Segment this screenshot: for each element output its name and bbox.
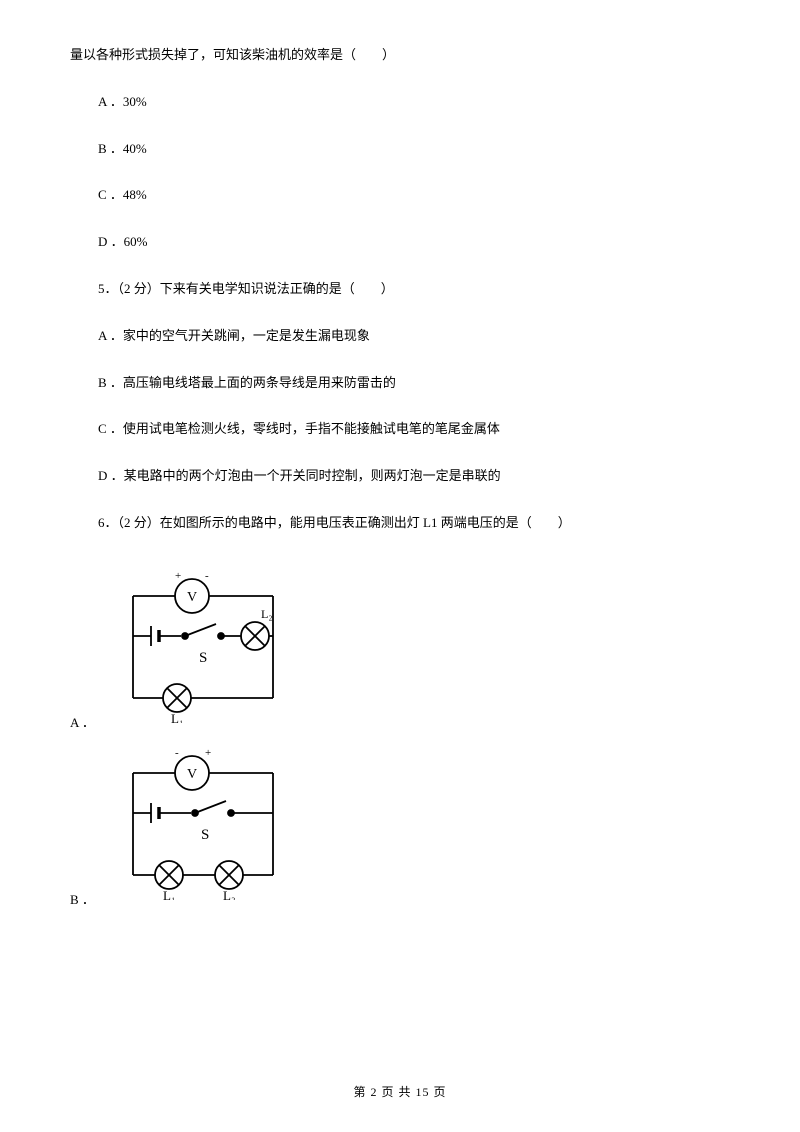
- q5-option-a: A ．家中的空气开关跳闸，一定是发生漏电现象: [70, 326, 730, 347]
- minus-sign-b: -: [175, 747, 179, 759]
- q5-option-c: C ．使用试电笔检测火线，零线时，手指不能接触试电笔的笔尾金属体: [70, 419, 730, 440]
- q4-option-c: C ．48%: [70, 185, 730, 206]
- page-footer: 第 2 页 共 15 页: [0, 1083, 800, 1100]
- switch-label-b: S: [201, 827, 209, 843]
- q6-option-a-label: A ．: [70, 712, 95, 731]
- q4-option-d: D ．60%: [70, 232, 730, 253]
- q6-option-b-label: B ．: [70, 889, 95, 908]
- q4-option-a: A ．30%: [70, 92, 730, 113]
- l2-label-b: L₂: [223, 888, 235, 900]
- q5-option-d: D ．某电路中的两个灯泡由一个开关同时控制，则两灯泡一定是串联的: [70, 466, 730, 487]
- voltmeter-label-b: V: [187, 767, 197, 782]
- plus-sign-b: +: [205, 747, 211, 759]
- q6-circuit-b: V - + S: [113, 745, 288, 900]
- q6-stem: 6．（2 分）在如图所示的电路中，能用电压表正确测出灯 L1 两端电压的是（ ）: [70, 513, 730, 534]
- q5-option-b: B ．高压输电线塔最上面的两条导线是用来防雷击的: [70, 373, 730, 394]
- switch-label-a: S: [199, 650, 207, 666]
- minus-sign-a: -: [205, 570, 209, 582]
- q4-stem-continuation: 量以各种形式损失掉了，可知该柴油机的效率是（ ）: [70, 45, 730, 66]
- l2-label-a: L₂: [261, 607, 273, 621]
- q6-circuit-a: V + -: [113, 568, 288, 723]
- voltmeter-label: V: [187, 590, 197, 605]
- q4-option-b: B ．40%: [70, 139, 730, 160]
- l1-label-b: L₁: [163, 888, 175, 900]
- plus-sign-a: +: [175, 570, 181, 582]
- l1-label-a: L₁: [171, 711, 183, 723]
- q5-stem: 5．（2 分）下来有关电学知识说法正确的是（ ）: [70, 279, 730, 300]
